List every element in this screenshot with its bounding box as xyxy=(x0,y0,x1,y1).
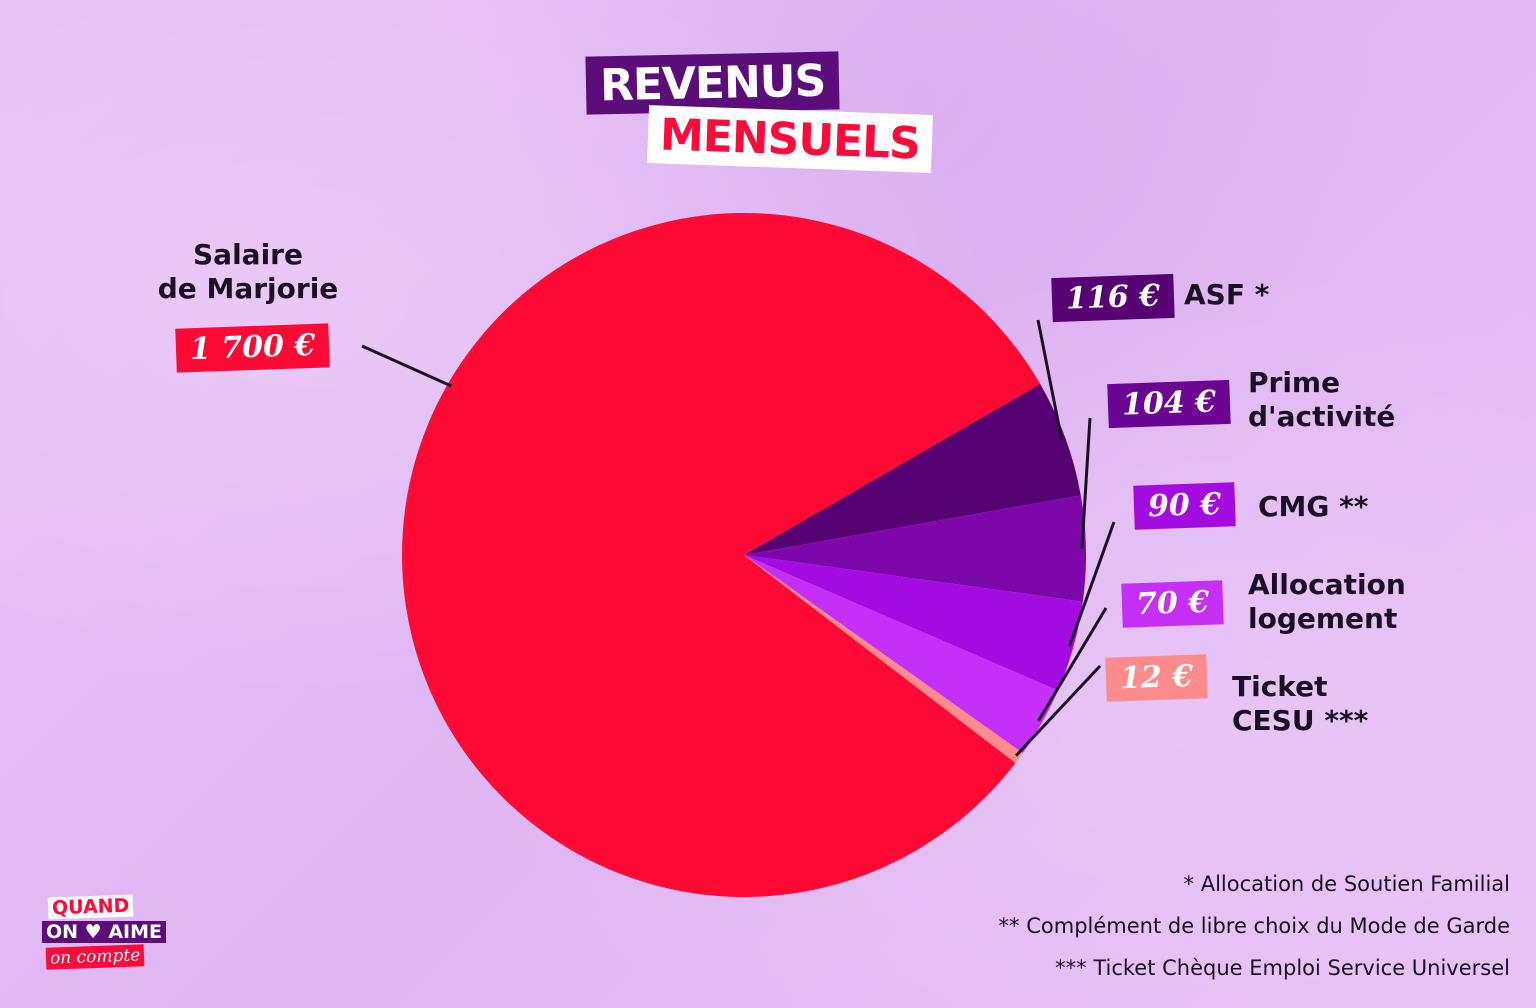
footnote-asf: * Allocation de Soutien Familial xyxy=(1183,872,1510,896)
leader-line-salaire xyxy=(361,344,452,388)
leader-line-prime xyxy=(1080,417,1092,549)
pie-slice-allocation xyxy=(744,555,1058,754)
label-cesu: Ticket CESU *** xyxy=(1232,670,1368,738)
footnote-cesu: *** Ticket Chèque Emploi Service Univers… xyxy=(1055,956,1510,980)
label-allocation: Allocation logement xyxy=(1248,568,1406,636)
label-salaire: Salaire de Marjorie xyxy=(142,238,354,306)
leader-line-allocation xyxy=(1037,607,1108,722)
leader-line-asf xyxy=(1036,319,1064,440)
label-cmg: CMG ** xyxy=(1258,490,1369,523)
pie-slice-prime xyxy=(744,495,1086,602)
logo-line-1: QUAND xyxy=(47,894,134,920)
label-allocation-line1: Allocation xyxy=(1248,568,1406,601)
pie-slice-asf xyxy=(744,384,1081,555)
label-salaire-line1: Salaire xyxy=(193,238,303,271)
label-prime-line1: Prime xyxy=(1248,366,1341,399)
label-prime: Prime d'activité xyxy=(1248,366,1395,434)
pie-slice-cesu xyxy=(744,555,1023,763)
value-allocation: 70 € xyxy=(1121,580,1224,628)
footnote-cmg: ** Complément de libre choix du Mode de … xyxy=(998,914,1510,938)
value-cmg: 90 € xyxy=(1133,482,1236,530)
leader-line-cesu xyxy=(1014,664,1102,757)
logo-line-2: ON ♥ AIME xyxy=(42,921,166,943)
label-asf: ASF * xyxy=(1184,278,1270,311)
value-cesu: 12 € xyxy=(1105,654,1208,702)
value-asf: 116 € xyxy=(1051,273,1175,323)
label-cesu-line2: CESU *** xyxy=(1232,704,1369,737)
label-allocation-line2: logement xyxy=(1248,602,1398,635)
value-prime: 104 € xyxy=(1107,379,1231,429)
value-salaire: 1 700 € xyxy=(175,323,330,373)
label-salaire-line2: de Marjorie xyxy=(157,272,339,305)
label-cesu-line1: Ticket xyxy=(1232,670,1328,703)
logo-line-3: on compte xyxy=(45,944,145,970)
pie-slice-cmg xyxy=(744,555,1083,691)
leader-line-cmg xyxy=(1068,521,1116,647)
label-prime-line2: d'activité xyxy=(1248,400,1396,433)
pie-slice-salaire xyxy=(401,212,1041,898)
